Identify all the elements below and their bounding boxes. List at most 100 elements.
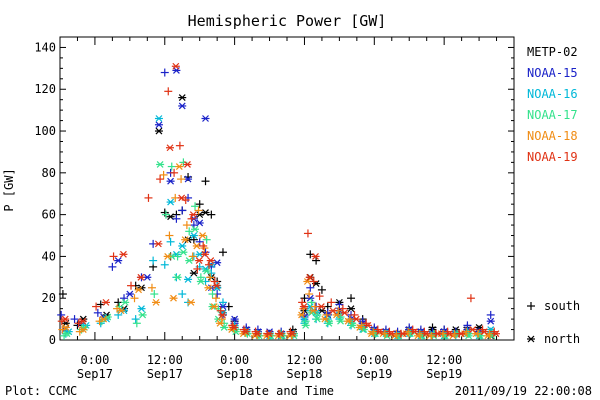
y-axis-label: P [GW] (2, 168, 16, 211)
north-point (340, 309, 349, 317)
north-point (313, 315, 322, 323)
north-point (62, 330, 71, 338)
legend-north-label: north (544, 332, 580, 346)
north-point (301, 321, 310, 329)
legend: METP-02 NOAA-15 NOAA-16 NOAA-17 NOAA-18 NOAA-… (527, 45, 580, 346)
north-point (61, 315, 70, 323)
north-point (198, 232, 207, 239)
south-point (160, 68, 169, 77)
north-point (189, 269, 198, 277)
north-point (347, 305, 356, 313)
north-point (154, 121, 163, 129)
north-point (398, 330, 407, 338)
north-point (491, 330, 500, 338)
north-point (186, 298, 195, 306)
north-point (154, 240, 163, 248)
y-tick-label: 0 (49, 333, 56, 347)
north-point (410, 328, 419, 336)
north-point (336, 317, 345, 325)
south-point (127, 281, 136, 290)
y-tick-label: 40 (42, 249, 56, 263)
series-noaa-19 (57, 62, 500, 338)
north-point (264, 330, 273, 338)
south-point (315, 292, 324, 301)
south-point (202, 235, 211, 244)
south-point (177, 175, 186, 184)
north-point (422, 330, 431, 338)
south-point (149, 256, 158, 265)
south-point (182, 221, 191, 230)
legend-entry: NOAA-16 (527, 87, 578, 101)
north-point (189, 211, 198, 219)
south-point (206, 273, 215, 282)
north-point (196, 278, 205, 285)
north-point (201, 209, 210, 216)
north-point (253, 330, 262, 338)
south-point (156, 175, 165, 184)
x-axis: 0:00Sep1712:00Sep170:00Sep1812:00Sep180:… (59, 37, 498, 381)
x-tick-time: 12:00 (426, 353, 462, 367)
north-point (166, 198, 175, 206)
data-points (57, 62, 500, 340)
north-point (136, 273, 145, 281)
north-point (457, 330, 466, 338)
south-point (160, 260, 169, 269)
north-point (78, 317, 87, 325)
series-noaa-18 (58, 163, 494, 340)
south-point (307, 298, 316, 307)
north-point (184, 175, 193, 183)
south-point (178, 290, 187, 299)
south-point (132, 319, 141, 328)
north-point (305, 273, 314, 281)
south-point (114, 298, 123, 307)
north-point (216, 319, 225, 327)
north-point (183, 161, 192, 168)
footer-timestamp: 2011/09/19 22:00:08 (455, 384, 592, 398)
north-point (134, 286, 143, 294)
north-point (119, 250, 128, 258)
south-point (93, 308, 102, 317)
north-point (101, 298, 110, 306)
north-point (363, 321, 372, 329)
north-point (433, 330, 442, 338)
south-point (167, 162, 176, 171)
legend-north-symbol (527, 335, 535, 343)
x-tick-date: Sep17 (147, 367, 183, 381)
south-point (114, 310, 123, 319)
north-point (486, 317, 495, 325)
south-point (200, 244, 209, 253)
north-point (480, 328, 489, 336)
x-tick-date: Sep18 (217, 367, 253, 381)
north-point (344, 317, 353, 325)
north-point (156, 161, 165, 168)
south-point (196, 273, 205, 282)
y-tick-label: 100 (34, 124, 56, 138)
south-point (466, 294, 475, 303)
north-point (241, 328, 250, 336)
legend-entry: NOAA-18 (527, 129, 578, 143)
south-point (301, 317, 310, 326)
north-point (178, 94, 187, 102)
north-point (177, 194, 186, 202)
north-point (166, 144, 175, 152)
north-point (61, 324, 70, 331)
south-point (188, 252, 197, 261)
south-point (195, 237, 204, 246)
north-point (445, 330, 454, 338)
y-tick-label: 140 (34, 40, 56, 54)
south-point (195, 200, 204, 209)
south-point (207, 210, 216, 219)
north-point (230, 324, 239, 331)
north-point (320, 315, 329, 323)
south-point (161, 210, 170, 219)
legend-entry: NOAA-15 (527, 66, 578, 80)
north-point (288, 330, 297, 338)
north-point (163, 252, 172, 260)
south-point (164, 87, 173, 96)
legend-entry: METP-02 (527, 45, 578, 59)
north-point (218, 311, 227, 319)
y-axis: 0 20 40 60 80 100 120 140 (34, 36, 514, 347)
x-tick-time: 12:00 (286, 353, 322, 367)
north-point (185, 257, 194, 265)
north-point (121, 298, 130, 306)
